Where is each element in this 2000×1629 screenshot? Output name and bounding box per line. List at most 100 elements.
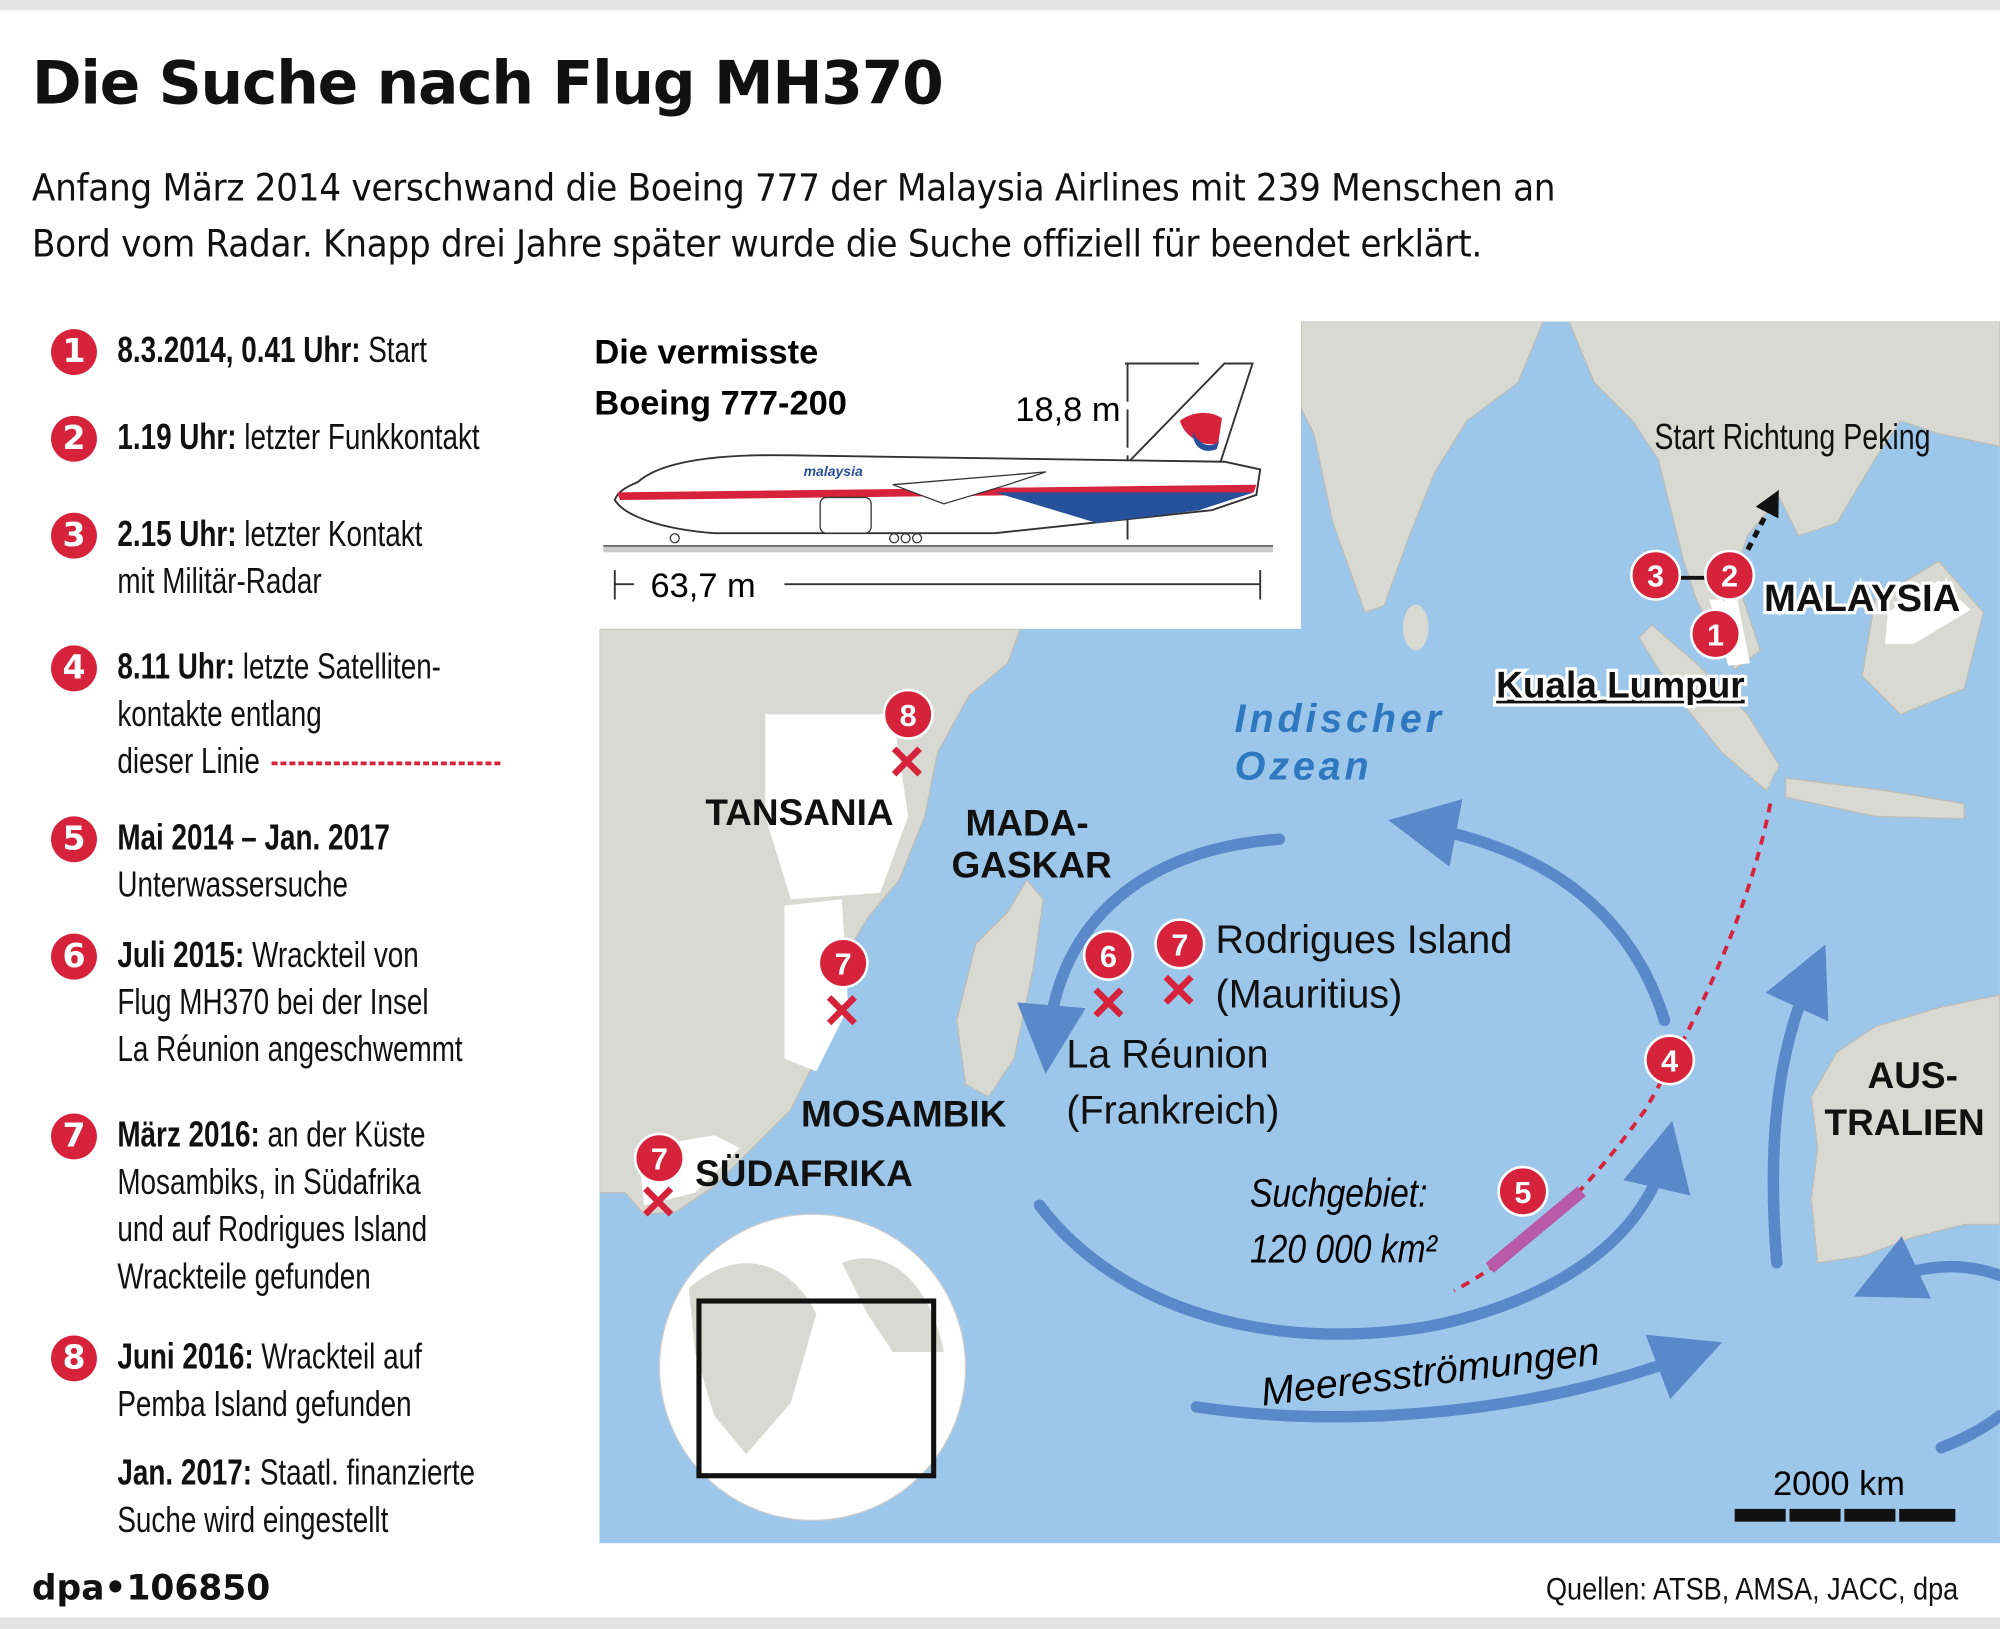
current-arrow xyxy=(1190,1334,1723,1423)
subtitle-line: Bord vom Radar. Knapp drei Jahre später … xyxy=(31,221,1482,266)
airline-logo xyxy=(1179,412,1222,445)
map-badge-2: 2 xyxy=(1704,549,1756,601)
svg-text:7: 7 xyxy=(651,1143,668,1177)
marker-badge: 4 xyxy=(51,645,97,692)
map-badge-6: 6 xyxy=(1082,929,1134,981)
map-badges: 8 7 7 6 7 4 5 3 2 1 xyxy=(633,549,1756,1217)
map-badge-7: 7 xyxy=(817,937,869,989)
island-label-rodrigues: Rodrigues Island xyxy=(1216,918,1513,962)
item-bold: 1.19 Uhr: xyxy=(117,417,237,457)
marker-badge: 7 xyxy=(51,1113,97,1160)
current-arrow xyxy=(1388,799,1671,1027)
country-label-tansania: TANSANIA xyxy=(705,792,893,833)
country-label-australien: AUS- xyxy=(1868,1055,1958,1096)
plane-livery: malaysia xyxy=(804,463,863,479)
item-text: Flug MH370 bei der Insel xyxy=(117,982,429,1022)
agency-id: dpa•106850 xyxy=(31,1568,271,1609)
item-text: an der Küste xyxy=(259,1114,426,1155)
item-bold: Jan. 2017: xyxy=(117,1452,253,1493)
item-bold: 8.11 Uhr: xyxy=(117,646,236,687)
current-arrow xyxy=(1935,1410,2000,1454)
svg-text:2: 2 xyxy=(1721,560,1738,594)
ocean-label: Ozean xyxy=(1235,744,1373,788)
item-text: Wrackteile gefunden xyxy=(117,1256,371,1296)
svg-text:3: 3 xyxy=(1647,560,1664,594)
item-bold: 8.3.2014, 0.41 Uhr: xyxy=(117,330,361,370)
item-text: und auf Rodrigues Island xyxy=(117,1209,428,1249)
item-bold: März 2016: xyxy=(117,1114,260,1155)
svg-text:1: 1 xyxy=(1707,618,1724,652)
current-arrow xyxy=(1765,944,1829,1269)
island-label-reunion: La Réunion xyxy=(1066,1033,1268,1077)
item-text: Unterwassersuche xyxy=(117,864,349,905)
item-text: kontakte entlang xyxy=(117,693,322,734)
search-area-label: Suchgebiet: xyxy=(1250,1171,1427,1215)
bottom-border xyxy=(0,1617,2000,1629)
item-bold: Juli 2015: xyxy=(117,934,245,975)
item-text: letzter Kontakt xyxy=(236,514,423,554)
plane-height: 18,8 m xyxy=(1015,391,1120,429)
item-bold: 2.15 Uhr: xyxy=(117,514,237,554)
marker-badge: 5 xyxy=(51,816,97,863)
land-java xyxy=(1785,777,1965,820)
x-mark-icon xyxy=(891,746,922,777)
map-badge-4: 4 xyxy=(1644,1034,1696,1086)
plane-title: Boeing 777-200 xyxy=(594,385,847,423)
top-border xyxy=(0,0,2000,11)
land-madagascar xyxy=(955,879,1045,1098)
current-arrow xyxy=(1033,1120,1691,1340)
current-arrow xyxy=(1017,833,1286,1074)
globe-focus-rectangle xyxy=(696,1298,937,1479)
map-badge-7: 7 xyxy=(633,1132,685,1184)
scale-bar xyxy=(1734,1508,1956,1522)
item-text: Pemba Island gefunden xyxy=(117,1383,412,1424)
land-australia xyxy=(1810,994,2000,1264)
ocean-label: Indischer xyxy=(1235,697,1445,741)
plane-diagram: Die vermisste Boeing 777-200 18,8 m mala… xyxy=(594,334,1273,605)
island-label-reunion: (Frankreich) xyxy=(1066,1089,1279,1133)
land-sumatra xyxy=(1638,624,1781,792)
item-text: Start xyxy=(360,330,428,370)
map-badge-5: 5 xyxy=(1497,1165,1549,1217)
x-mark-icon xyxy=(826,995,857,1026)
search-area-size: 120 000 km² xyxy=(1250,1227,1438,1271)
plane-length: 63,7 m xyxy=(651,567,756,605)
map-badge-8: 8 xyxy=(882,688,934,740)
current-arrow xyxy=(1854,1236,2000,1299)
country-label-malaysia: MALAYSIA xyxy=(1764,577,1960,620)
svg-text:7: 7 xyxy=(1171,928,1188,962)
sources: Quellen: ATSB, AMSA, JACC, dpa xyxy=(1545,1571,1958,1608)
ground-line xyxy=(603,545,1273,553)
scale-label: 2000 km xyxy=(1773,1465,1905,1503)
x-mark-icon xyxy=(643,1186,674,1217)
plane-title: Die vermisste xyxy=(594,334,818,372)
find-markers xyxy=(643,746,1194,1217)
country-label-madagaskar: MADA- xyxy=(966,802,1089,843)
land-tanzania-highlight xyxy=(765,714,909,900)
item-text: Suche wird eingestellt xyxy=(117,1499,389,1540)
route-label: Start Richtung Peking xyxy=(1654,417,1930,457)
svg-text:7: 7 xyxy=(835,947,852,981)
item-text: mit Militär-Radar xyxy=(117,561,322,601)
map-badge-7: 7 xyxy=(1154,918,1206,970)
land-sri-lanka xyxy=(1403,604,1429,651)
item-bold: Juni 2016: xyxy=(117,1336,254,1377)
map-badge-1: 1 xyxy=(1690,608,1742,660)
marker-badge: 6 xyxy=(51,933,97,980)
country-label-suedafrika: SÜDAFRIKA xyxy=(695,1153,913,1194)
item-text: Staatl. finanzierte xyxy=(252,1452,476,1493)
item-text: Mosambiks, in Südafrika xyxy=(117,1161,421,1202)
island-label-rodrigues: (Mauritius) xyxy=(1216,973,1403,1017)
svg-text:8: 8 xyxy=(900,699,917,733)
x-mark-icon xyxy=(1163,974,1194,1005)
city-label-kuala-lumpur: Kuala Lumpur xyxy=(1496,665,1745,706)
x-mark-icon xyxy=(1093,987,1124,1018)
country-label-madagaskar: GASKAR xyxy=(952,845,1112,886)
dashed-line-legend xyxy=(271,761,501,766)
item-text: letzte Satelliten- xyxy=(235,646,441,687)
subtitle-line: Anfang März 2014 verschwand die Boeing 7… xyxy=(31,165,1556,210)
marker-badge: 8 xyxy=(51,1335,97,1382)
search-area xyxy=(1485,1186,1586,1273)
